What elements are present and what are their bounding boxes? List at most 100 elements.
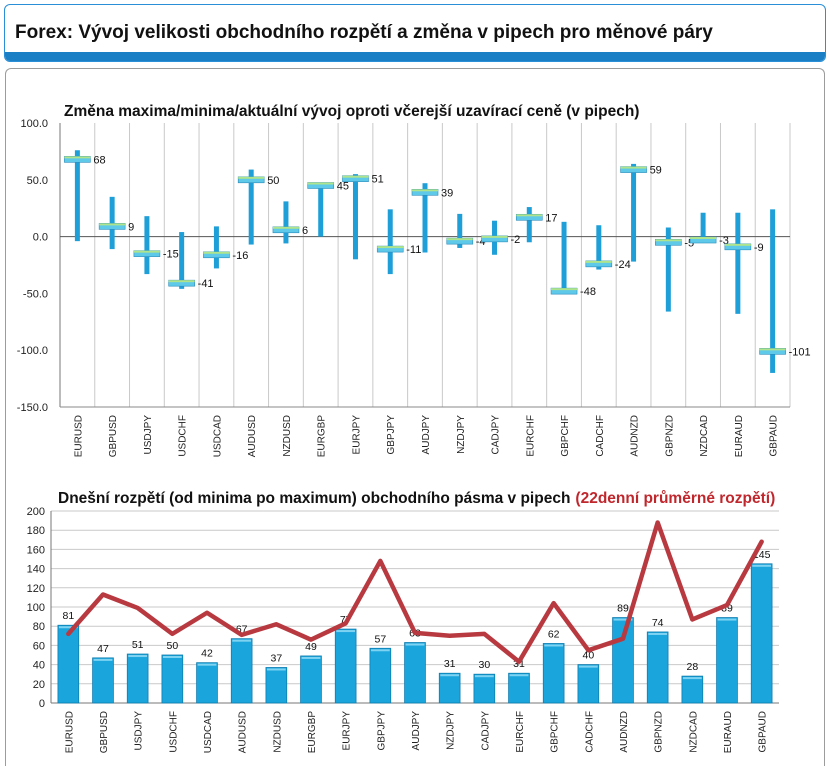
chart1-y-tick-label: 100.0 — [20, 118, 48, 130]
chart2-category-label: AUDUSD — [238, 711, 249, 753]
chart2-bar-top-highlight — [232, 639, 252, 642]
chart2-y-tick-label: 140 — [27, 564, 45, 576]
chart2-bar-top-highlight — [509, 674, 529, 677]
chart2-bar — [612, 617, 634, 704]
chart2-bar-value-label: 31 — [444, 658, 456, 670]
chart1-current-marker-highlight — [516, 214, 543, 217]
chart2-y-tick-label: 120 — [27, 583, 45, 595]
chart1-category-label: EURJPY — [351, 415, 362, 455]
chart1-y-tick-label: -150.0 — [17, 402, 48, 414]
chart1-category-label: CADJPY — [491, 415, 502, 455]
chart1-range-bar — [248, 169, 254, 245]
chart1-current-marker-highlight — [238, 176, 265, 179]
chart1-category-label: AUDNZD — [630, 415, 641, 457]
chart2-bar — [126, 653, 149, 704]
chart2-category-label: GBPAUD — [758, 711, 769, 753]
chart1-category-label: NZDUSD — [282, 415, 293, 457]
chart1-range-bar — [526, 207, 532, 243]
chart2-bar-top-highlight — [474, 675, 494, 678]
chart1-range-bar — [318, 183, 324, 237]
chart2-bar — [57, 624, 80, 704]
chart2-bar-value-label: 31 — [513, 658, 525, 670]
chart1-range-bar — [283, 201, 289, 244]
chart1-range-bar — [109, 196, 115, 250]
chart2-bar-top-highlight — [544, 644, 564, 647]
chart1-category-label: AUDUSD — [247, 415, 258, 457]
chart1-category-label: AUDJPY — [421, 415, 432, 455]
chart1-current-marker-highlight — [203, 251, 230, 254]
chart1-range-bar — [179, 232, 185, 289]
chart2-category-label: NZDCAD — [688, 711, 699, 753]
chart2-bar-value-label: 37 — [270, 652, 282, 664]
chart1-current-marker-highlight — [690, 237, 717, 240]
chart1-current-marker-highlight — [342, 175, 369, 178]
chart2-bar — [646, 631, 669, 704]
chart2-bar — [196, 662, 218, 704]
chart2-y-tick-label: 100 — [27, 602, 45, 614]
chart2-bar-value-label: 62 — [548, 628, 560, 640]
chart2-bar-top-highlight — [162, 656, 182, 658]
chart2-category-label: USDCAD — [203, 711, 214, 753]
chart2-category-label: USDCHF — [168, 711, 179, 753]
chart1-range-bar — [700, 212, 706, 243]
chart1-category-label: GBPNZD — [664, 415, 675, 457]
chart1-range-bar — [631, 163, 637, 262]
chart1-category-label: EURAUD — [734, 415, 745, 457]
chart2-y-tick-label: 40 — [33, 660, 45, 672]
chart1-data-label: 17 — [545, 212, 557, 224]
chart1-category-label: EURUSD — [73, 415, 84, 457]
chart1-category-label: GBPAUD — [769, 415, 780, 457]
chart2-y-tick-label: 200 — [27, 506, 45, 518]
chart1-range-bar — [352, 174, 358, 260]
chart2-category-label: EURGBP — [307, 711, 318, 754]
chart1-range-bar — [213, 226, 219, 269]
chart1-category-label: GBPCHF — [560, 415, 571, 457]
chart2-bar — [508, 672, 530, 704]
chart2-bar-value-label: 47 — [97, 643, 109, 655]
chart2-bar-value-label: 89 — [721, 603, 733, 615]
chart2-category-label: CADCHF — [584, 711, 595, 753]
chart2-bar-top-highlight — [405, 643, 425, 646]
chart2-bar-top-highlight — [266, 668, 286, 671]
chart1-category-label: NZDCAD — [699, 415, 710, 457]
chart1-current-marker-highlight — [412, 189, 438, 192]
chart2-category-label: GBPCHF — [550, 711, 561, 753]
chart2-bar-value-label: 51 — [132, 639, 144, 651]
chart2-bar-top-highlight — [440, 674, 460, 677]
chart2-bar-top-highlight — [682, 677, 702, 680]
chart1-data-label: -3 — [719, 235, 729, 247]
chart2-category-label: EURCHF — [515, 711, 526, 753]
chart2-bar — [404, 642, 426, 704]
chart2-category-label: EURAUD — [723, 711, 734, 753]
chart2-title-highlight: (22denní průměrné rozpětí) — [575, 490, 775, 507]
chart2-bar-value-label: 57 — [374, 633, 386, 645]
chart1-range-bar — [74, 150, 80, 242]
bar-line-chart: 20018016014012010080604020081EURUSD47GBP… — [27, 506, 779, 753]
chart2-bar-top-highlight — [197, 663, 217, 666]
chart2-bar-top-highlight — [128, 655, 148, 658]
chart2-bar-value-label: 49 — [305, 641, 317, 653]
chart2-bar-value-label: 50 — [166, 640, 178, 652]
chart1-range-bar — [665, 227, 671, 312]
chart2-bar-top-highlight — [613, 618, 633, 621]
chart1-data-label: -9 — [754, 242, 764, 254]
chart1-y-tick-label: -100.0 — [17, 345, 48, 357]
chart1-current-marker-highlight — [307, 182, 334, 185]
chart1-y-tick-label: -50.0 — [23, 288, 48, 300]
chart2-bar-value-label: 28 — [686, 661, 698, 673]
chart1-range-bar — [561, 221, 567, 294]
chart1-current-marker-highlight — [377, 246, 404, 249]
chart1-current-marker-highlight — [620, 166, 647, 169]
chart2-bar-top-highlight — [93, 658, 113, 661]
chart1-category-label: NZDJPY — [456, 415, 467, 454]
chart1-data-label: 9 — [128, 221, 134, 233]
chart2-bar — [577, 664, 600, 704]
chart1-category-label: USDCHF — [178, 415, 189, 457]
chart2-y-tick-label: 80 — [33, 621, 45, 633]
range-chart: 100.0 50.0 0.0 -50.0 -100.0 -150.0 68 EURUSD 9 GB… — [17, 118, 811, 457]
chart1-data-label: -24 — [615, 259, 631, 271]
chart2-bar-top-highlight — [370, 649, 390, 652]
chart1-category-label: EURGBP — [317, 415, 328, 458]
chart1-category-label: CADCHF — [595, 415, 606, 457]
chart1-current-marker-highlight — [481, 235, 508, 238]
